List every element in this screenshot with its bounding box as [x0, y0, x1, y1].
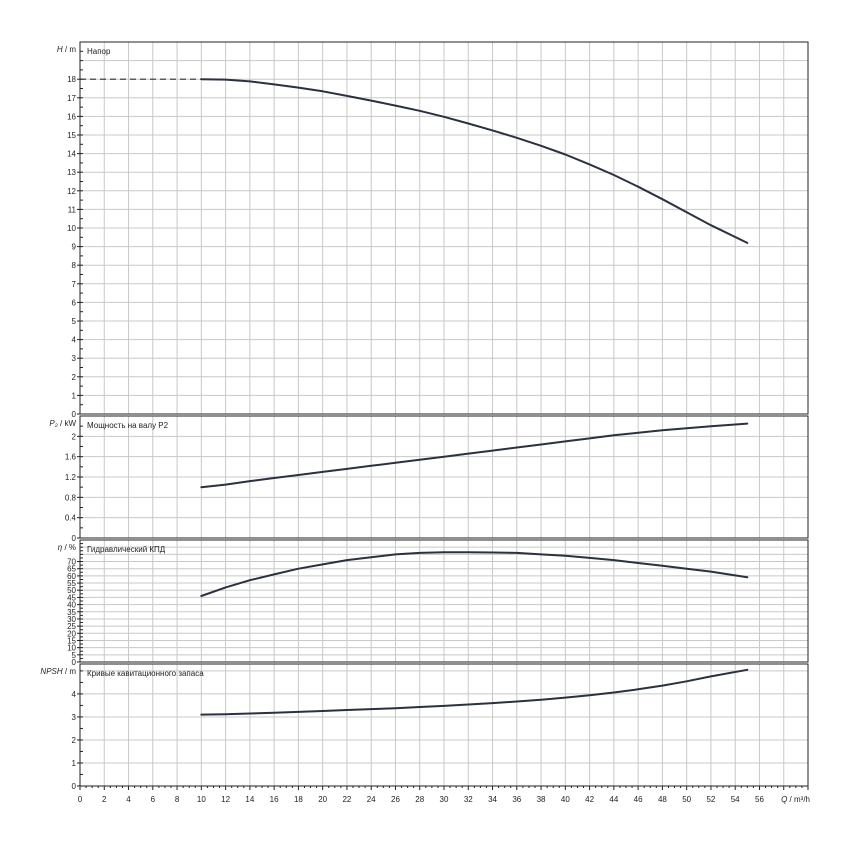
series-curve: [201, 424, 747, 488]
x-axis-unit: / m³/h: [787, 795, 810, 804]
y-tick-label: 16: [67, 112, 76, 121]
x-tick-label: 2: [102, 795, 107, 804]
x-tick-label: 26: [391, 795, 400, 804]
x-tick-label: 22: [342, 795, 351, 804]
x-tick-label: 12: [221, 795, 230, 804]
x-tick-label: 44: [609, 795, 618, 804]
y-tick-label: 0: [72, 410, 77, 419]
series-curve: [201, 79, 747, 243]
x-tick-label: 36: [512, 795, 521, 804]
x-tick-label: 48: [658, 795, 667, 804]
y-tick-label: 10: [67, 224, 76, 233]
x-tick-label: 42: [585, 795, 594, 804]
x-tick-label: 50: [682, 795, 691, 804]
y-tick-label: 12: [67, 187, 76, 196]
y-tick-label: 9: [72, 243, 77, 252]
x-tick-label: 8: [175, 795, 180, 804]
y-tick-label: 0.4: [65, 514, 77, 523]
x-tick-label: 56: [755, 795, 764, 804]
x-tick-label: 46: [634, 795, 643, 804]
y-tick-label: 1: [72, 391, 77, 400]
y-tick-label: 13: [67, 168, 76, 177]
panel-title: Гидравлический КПД: [87, 545, 166, 554]
x-tick-label: 32: [464, 795, 473, 804]
y-tick-label: 5: [72, 317, 77, 326]
y-axis-title: η / %: [58, 543, 76, 552]
panel-title: Кривые кавитационного запаса: [87, 669, 204, 678]
x-tick-label: 30: [440, 795, 449, 804]
series-curve: [201, 670, 747, 715]
x-tick-label: 18: [294, 795, 303, 804]
x-tick-label: 54: [731, 795, 740, 804]
x-tick-label: 14: [245, 795, 254, 804]
y-axis-title: P₂ / kW: [49, 419, 76, 428]
panel-title: Мощность на валу P2: [87, 421, 169, 430]
y-tick-label: 2: [72, 432, 77, 441]
y-axis-title: NPSH / m: [40, 667, 76, 676]
y-tick-label: 6: [72, 298, 77, 307]
y-tick-label: 1: [72, 759, 77, 768]
y-axis-title: H / m: [57, 45, 76, 54]
y-tick-label: 0: [72, 534, 77, 543]
y-tick-label: 4: [72, 690, 77, 699]
y-tick-label: 14: [67, 150, 76, 159]
y-axis-symbol: NPSH: [40, 667, 62, 676]
x-tick-label: 4: [126, 795, 131, 804]
y-tick-label: 3: [72, 354, 77, 363]
y-axis-unit: / %: [62, 543, 76, 552]
y-tick-label: 18: [67, 75, 76, 84]
x-tick-label: 6: [151, 795, 156, 804]
y-tick-label: 11: [68, 205, 77, 214]
x-tick-label: 20: [318, 795, 327, 804]
y-tick-label: 1.6: [65, 453, 77, 462]
x-tick-label: 38: [537, 795, 546, 804]
x-tick-label: 10: [197, 795, 206, 804]
y-tick-label: 2: [72, 736, 77, 745]
x-tick-label: 24: [367, 795, 376, 804]
x-tick-label: 16: [270, 795, 279, 804]
y-tick-label: 0.8: [65, 493, 77, 502]
panel-title: Напор: [87, 47, 111, 56]
y-axis-symbol: P₂: [49, 419, 57, 428]
y-axis-unit: / kW: [58, 419, 77, 428]
y-tick-label: 0: [72, 782, 77, 791]
x-tick-label: 40: [561, 795, 570, 804]
x-tick-label: 52: [706, 795, 715, 804]
series-curve: [201, 552, 747, 596]
x-tick-label: 28: [415, 795, 424, 804]
y-tick-label: 7: [72, 280, 77, 289]
y-tick-label: 70: [67, 558, 76, 567]
y-tick-label: 15: [67, 131, 76, 140]
x-tick-label: 0: [78, 795, 83, 804]
y-axis-unit: / m: [63, 667, 77, 676]
y-tick-label: 8: [72, 261, 77, 270]
x-axis-title: Q / m³/h: [781, 795, 810, 804]
y-tick-label: 4: [72, 336, 77, 345]
y-tick-label: 17: [67, 94, 76, 103]
y-tick-label: 3: [72, 713, 77, 722]
x-tick-label: 34: [488, 795, 497, 804]
y-tick-label: 2: [72, 373, 77, 382]
y-axis-unit: / m: [63, 45, 77, 54]
y-tick-label: 1.2: [65, 473, 77, 482]
